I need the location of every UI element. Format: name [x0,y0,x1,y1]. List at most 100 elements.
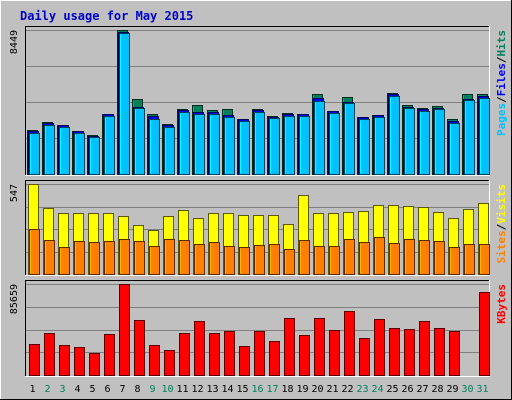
bar-sites-day-4 [74,241,85,275]
bar-pages-day-3 [59,127,70,175]
day-label-16: 16 [251,384,263,395]
y-max-label: 547 [9,184,20,202]
day-label-10: 10 [161,384,173,395]
day-label-24: 24 [371,384,383,395]
day-label-19: 19 [296,384,308,395]
y-max-label: 85659 [9,284,20,314]
bar-sites-day-17 [269,244,280,275]
day-label-6: 6 [104,384,110,395]
bar-sites-day-19 [299,240,310,275]
bar-pages-day-12 [194,114,205,175]
bar-sites-day-12 [194,244,205,275]
day-label-26: 26 [401,384,413,395]
bar-sites-day-18 [284,249,295,275]
panel-visits-sites: 547 Sites/Visits [9,180,508,276]
day-label-25: 25 [386,384,398,395]
day-label-11: 11 [176,384,188,395]
bar-sites-day-14 [224,246,235,275]
day-label-4: 4 [74,384,80,395]
day-label-13: 13 [206,384,218,395]
bar-sites-day-29 [449,247,460,275]
bar-kbytes-day-18 [284,318,295,376]
day-label-20: 20 [311,384,323,395]
bar-pages-day-23 [359,119,370,175]
bar-pages-day-31 [479,98,490,175]
bar-pages-day-21 [329,113,340,175]
day-label-1: 1 [29,384,35,395]
bar-kbytes-day-22 [344,311,355,376]
bar-sites-day-25 [389,243,400,275]
bar-pages-day-6 [104,116,115,175]
legend-hits-files-pages: Pages/Files/Hits [495,30,508,136]
day-label-30: 30 [461,384,473,395]
bar-pages-day-11 [179,112,190,175]
bar-kbytes-day-13 [209,333,220,376]
bar-pages-day-10 [164,127,175,175]
bar-pages-day-17 [269,118,280,175]
legend-item: Sites [495,230,508,263]
bar-kbytes-day-12 [194,321,205,376]
day-label-7: 7 [119,384,125,395]
panel-kbytes: 85659 KBytes [9,280,508,377]
bar-sites-day-7 [119,239,130,275]
day-label-28: 28 [431,384,443,395]
bar-pages-day-2 [44,125,55,175]
bar-sites-day-16 [254,245,265,275]
bar-pages-day-16 [254,112,265,175]
bar-sites-day-31 [479,244,490,275]
bar-kbytes-day-19 [299,335,310,376]
bar-pages-day-28 [434,109,445,175]
day-label-5: 5 [89,384,95,395]
bar-kbytes-day-14 [224,331,235,376]
bar-sites-day-22 [344,239,355,275]
bar-sites-day-2 [44,240,55,275]
bar-sites-day-13 [209,242,220,275]
bar-kbytes-day-8 [134,320,145,376]
bar-kbytes-day-27 [419,321,430,376]
bar-kbytes-day-4 [74,347,85,376]
bar-sites-day-27 [419,240,430,275]
bar-kbytes-day-2 [44,333,55,376]
bar-sites-day-15 [239,247,250,275]
legend-item: Visits [495,184,508,224]
day-label-14: 14 [221,384,233,395]
bar-sites-day-24 [374,237,385,275]
bar-sites-day-1 [29,229,40,275]
bar-pages-day-9 [149,119,160,175]
bars-visits-sites [28,184,490,275]
bar-sites-day-30 [464,244,475,275]
bar-kbytes-day-25 [389,328,400,376]
bar-sites-day-20 [314,246,325,275]
bar-kbytes-day-20 [314,318,325,376]
day-label-17: 17 [266,384,278,395]
bar-kbytes-day-3 [59,345,70,376]
legend-item: KBytes [495,284,508,324]
bar-sites-day-26 [404,239,415,275]
bar-pages-day-15 [239,121,250,175]
bar-pages-day-24 [374,117,385,175]
legend-item: / [495,56,508,63]
bar-kbytes-day-16 [254,331,265,376]
bar-sites-day-21 [329,246,340,275]
bar-sites-day-3 [59,247,70,275]
bar-pages-day-26 [404,108,415,175]
bar-kbytes-day-23 [359,338,370,376]
bar-kbytes-day-5 [89,353,100,376]
y-max-label: 8449 [9,30,20,54]
legend-item: / [495,96,508,103]
bar-kbytes-day-10 [164,350,175,376]
day-label-29: 29 [446,384,458,395]
day-label-18: 18 [281,384,293,395]
bar-kbytes-day-29 [449,331,460,376]
panel-hits-files-pages: 8449 Pages/Files/Hits [9,26,508,176]
legend-item: Hits [495,30,508,57]
day-label-8: 8 [134,384,140,395]
bars-kbytes [29,284,490,376]
chart-title: Daily usage for May 2015 [20,9,193,23]
bar-sites-day-9 [149,246,160,275]
bar-pages-day-30 [464,100,475,175]
day-label-2: 2 [44,384,50,395]
bar-pages-day-8 [134,108,145,175]
bar-sites-day-11 [179,240,190,275]
